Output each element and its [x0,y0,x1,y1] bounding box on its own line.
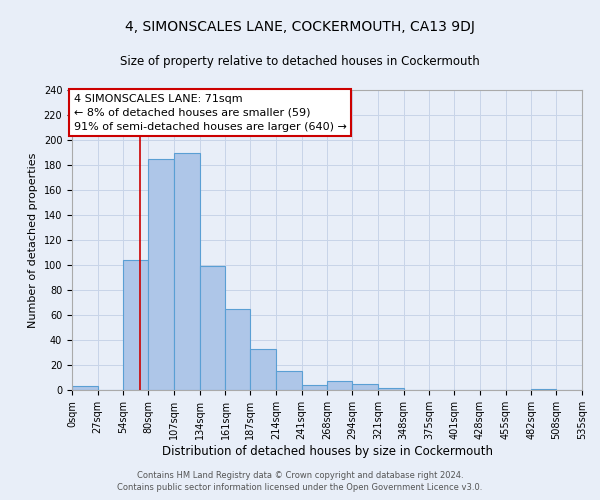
Bar [352,384,378,390]
Bar [378,388,404,390]
Text: Contains public sector information licensed under the Open Government Licence v3: Contains public sector information licen… [118,484,482,492]
Bar [302,385,328,390]
Bar [532,389,556,390]
Text: Contains HM Land Registry data © Crown copyright and database right 2024.: Contains HM Land Registry data © Crown c… [137,471,463,480]
Y-axis label: Number of detached properties: Number of detached properties [28,152,38,328]
Bar [200,266,226,390]
Text: 4, SIMONSCALES LANE, COCKERMOUTH, CA13 9DJ: 4, SIMONSCALES LANE, COCKERMOUTH, CA13 9… [125,20,475,34]
X-axis label: Distribution of detached houses by size in Cockermouth: Distribution of detached houses by size … [161,444,493,458]
Text: Size of property relative to detached houses in Cockermouth: Size of property relative to detached ho… [120,55,480,68]
Bar [250,349,276,390]
Bar [226,308,250,390]
Bar [276,371,302,390]
Bar [174,152,200,390]
Bar [72,386,98,390]
Bar [328,381,352,390]
Text: 4 SIMONSCALES LANE: 71sqm
← 8% of detached houses are smaller (59)
91% of semi-d: 4 SIMONSCALES LANE: 71sqm ← 8% of detach… [74,94,347,132]
Bar [148,159,174,390]
Bar [124,260,148,390]
